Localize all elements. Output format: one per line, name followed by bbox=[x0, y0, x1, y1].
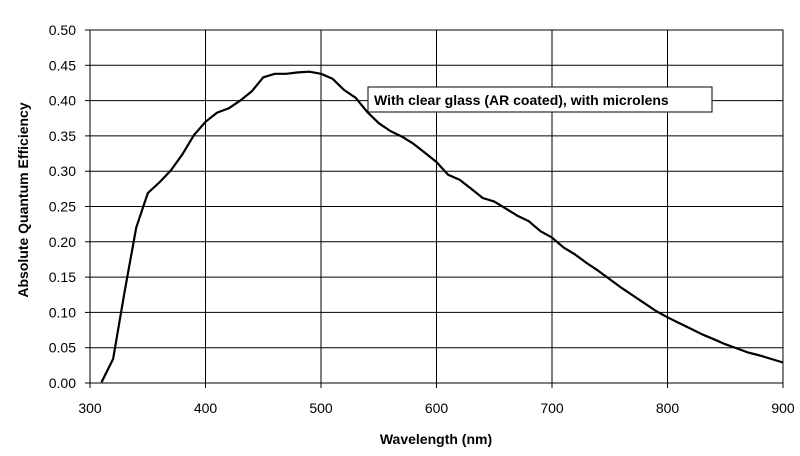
y-tick-label: 0.05 bbox=[49, 340, 76, 356]
y-axis-title: Absolute Quantum Efficiency bbox=[15, 102, 31, 297]
y-tick-label: 0.15 bbox=[49, 269, 76, 285]
x-tick-labels: 300 400 500 600 700 800 900 bbox=[78, 400, 795, 416]
x-tick-label: 400 bbox=[194, 400, 218, 416]
y-tick-label: 0.30 bbox=[49, 163, 76, 179]
x-tick-label: 500 bbox=[309, 400, 333, 416]
x-tick-label: 300 bbox=[78, 400, 102, 416]
annotation-box-frame bbox=[367, 86, 713, 113]
y-tick-label: 0.40 bbox=[49, 93, 76, 109]
y-tick-label: 0.50 bbox=[49, 22, 76, 38]
y-tick-label: 0.20 bbox=[49, 234, 76, 250]
plot-area-frame bbox=[89, 29, 784, 384]
y-tick-label: 0.35 bbox=[49, 128, 76, 144]
y-tick-label: 0.45 bbox=[49, 57, 76, 73]
x-axis-title: Wavelength (nm) bbox=[380, 431, 492, 447]
x-tick-label: 700 bbox=[540, 400, 564, 416]
series-line-quantum-efficiency bbox=[100, 70, 784, 383]
y-tick-label: 0.10 bbox=[49, 304, 76, 320]
annotation-box: With clear glass (AR coated), with micro… bbox=[367, 86, 713, 113]
grid-lines bbox=[85, 29, 784, 388]
annotation-text: With clear glass (AR coated), with micro… bbox=[374, 92, 669, 108]
x-tick-label: 900 bbox=[771, 400, 795, 416]
y-tick-label: 0.00 bbox=[49, 375, 76, 391]
x-tick-label: 600 bbox=[425, 400, 449, 416]
x-tick-label: 800 bbox=[656, 400, 680, 416]
y-tick-label: 0.25 bbox=[49, 199, 76, 215]
y-tick-labels: 0.00 0.05 0.10 0.15 0.20 0.25 0.30 0.35 0.40 0.45… bbox=[49, 22, 76, 391]
